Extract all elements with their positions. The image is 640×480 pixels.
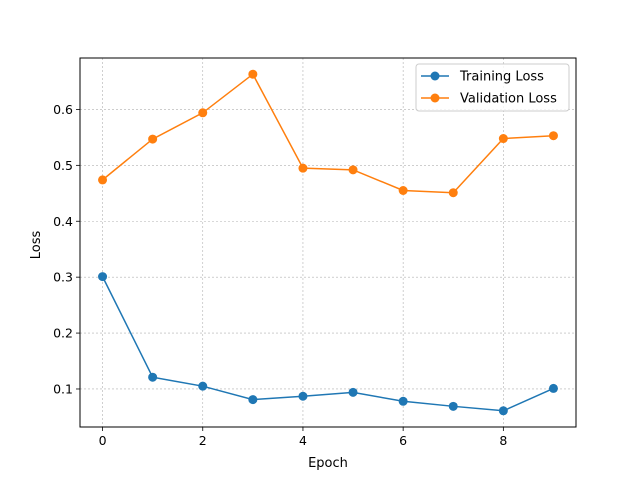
- legend: Training Loss Validation Loss: [415, 63, 570, 112]
- validation-loss-point-9: [548, 131, 558, 141]
- validation-loss-point-5: [348, 165, 358, 175]
- training-loss-point-0: [98, 272, 108, 282]
- training-loss-point-2: [198, 381, 208, 391]
- validation-loss-point-4: [298, 163, 308, 173]
- x-tick-label-2: 4: [299, 433, 307, 448]
- y-tick-label-4: 0.5: [53, 158, 73, 173]
- training-loss-line: [101, 276, 554, 412]
- legend-validation-loss-marker: [430, 93, 440, 103]
- x-tick-label-3: 6: [399, 433, 407, 448]
- legend-validation-loss-label: Validation Loss: [460, 92, 557, 107]
- training-loss-point-4: [298, 391, 308, 401]
- validation-loss-point-2: [198, 108, 208, 118]
- x-tick-label-1: 2: [199, 433, 207, 448]
- validation-loss-point-3: [248, 69, 258, 79]
- ticks: 0 2 4 6 8 0.1 0.2 0.3 0.4 0.5 0.6: [53, 102, 507, 448]
- x-tick-label-4: 8: [499, 433, 507, 448]
- training-loss-point-5: [348, 387, 358, 397]
- training-loss-point-8: [498, 406, 508, 416]
- y-tick-label-5: 0.6: [53, 102, 73, 117]
- legend-training-loss-marker: [430, 71, 440, 81]
- x-axis-label: Epoch: [308, 456, 348, 471]
- validation-loss-line: [102, 73, 554, 194]
- legend-box: [415, 63, 570, 112]
- y-tick-label-0: 0.1: [53, 381, 73, 396]
- series-layer: [98, 69, 558, 416]
- y-tick-label-1: 0.2: [53, 326, 73, 341]
- x-tick-label-0: 0: [99, 433, 107, 448]
- training-loss-point-9: [548, 383, 558, 393]
- training-loss-point-7: [448, 401, 458, 411]
- plot-frame: [79, 57, 577, 428]
- grid: [80, 58, 576, 427]
- validation-loss-point-7: [448, 188, 458, 198]
- training-loss-point-6: [398, 396, 408, 406]
- training-loss-point-1: [148, 372, 158, 382]
- y-axis-label: Loss: [29, 231, 44, 260]
- validation-loss-point-8: [498, 134, 508, 144]
- validation-loss-point-0: [98, 175, 108, 185]
- validation-loss-point-6: [398, 186, 408, 196]
- training-loss-point-3: [248, 395, 258, 405]
- y-tick-label-2: 0.3: [53, 270, 73, 285]
- y-tick-label-3: 0.4: [53, 214, 73, 229]
- validation-loss-point-1: [148, 134, 158, 144]
- legend-training-loss-label: Training Loss: [459, 70, 544, 85]
